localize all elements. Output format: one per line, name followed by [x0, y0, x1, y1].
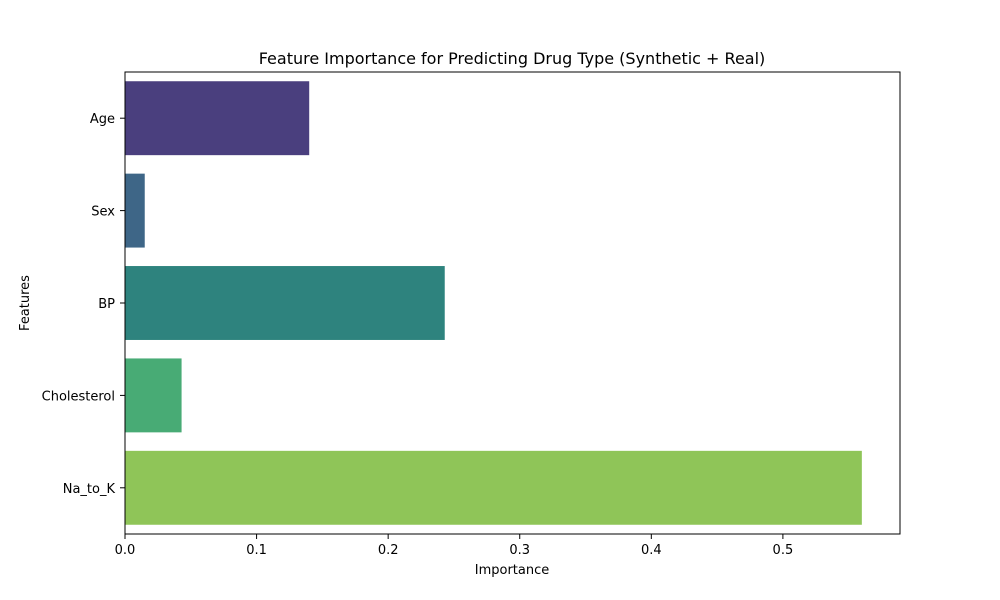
bar-cholesterol: [125, 358, 182, 433]
bar-sex: [125, 173, 145, 248]
y-tick-label: Na_to_K: [63, 482, 116, 497]
x-tick-label: 0.1: [246, 543, 267, 558]
chart-title: Feature Importance for Predicting Drug T…: [259, 49, 766, 68]
bar-bp: [125, 266, 445, 340]
bar-na-to-k: [125, 450, 862, 525]
x-tick-label: 0.0: [115, 543, 136, 558]
x-tick-label: 0.3: [509, 543, 530, 558]
x-tick-label: 0.5: [773, 543, 794, 558]
plot-area: [125, 81, 862, 525]
y-tick-label: Age: [90, 112, 115, 127]
x-axis-label: Importance: [475, 563, 550, 578]
y-tick-label: Cholesterol: [42, 389, 115, 404]
y-axis: Age Sex BP Cholesterol Na_to_K: [42, 112, 125, 497]
x-tick-label: 0.2: [378, 543, 399, 558]
y-axis-label: Features: [18, 275, 33, 331]
x-tick-label: 0.4: [641, 543, 662, 558]
y-tick-label: BP: [98, 297, 115, 312]
bar-age: [125, 81, 310, 156]
x-axis: 0.0 0.1 0.2 0.3 0.4 0.5: [115, 534, 794, 558]
y-tick-label: Sex: [91, 205, 115, 220]
